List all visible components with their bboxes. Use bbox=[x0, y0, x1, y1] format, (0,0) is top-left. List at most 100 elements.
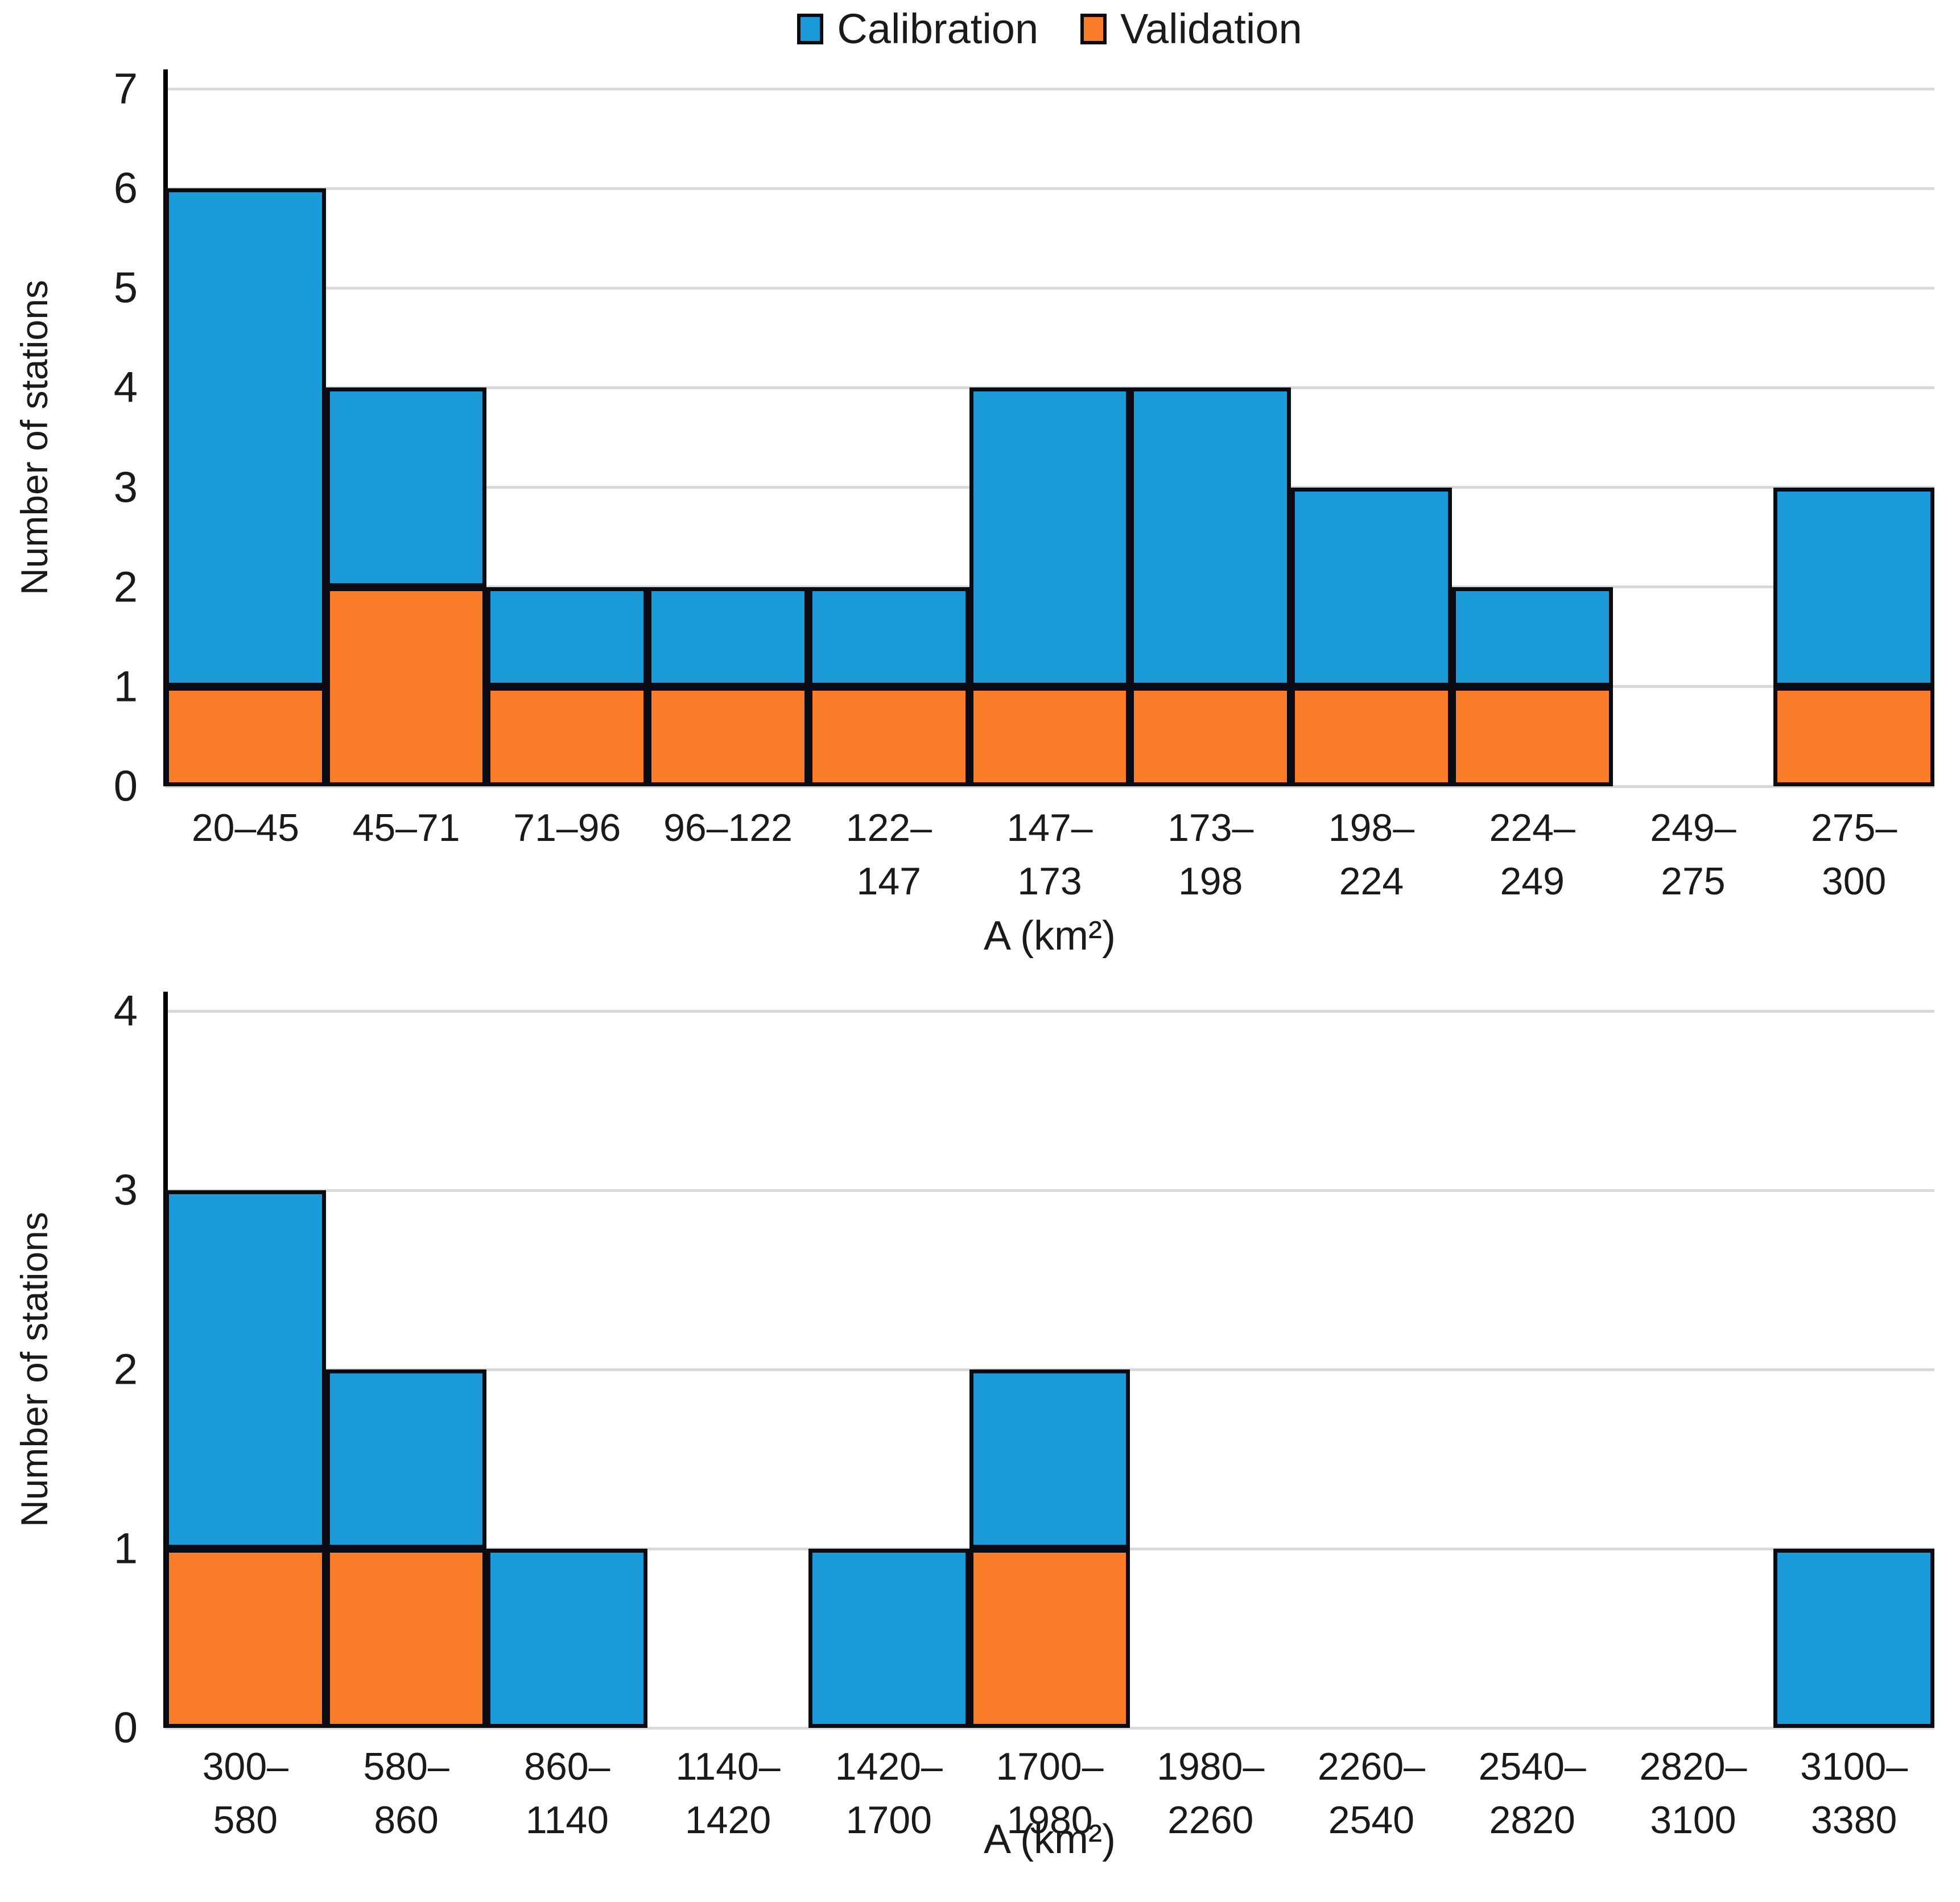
bar-slot bbox=[1613, 1011, 1774, 1728]
bar-segment-validation bbox=[486, 686, 648, 786]
bar-slot bbox=[1773, 89, 1934, 786]
legend-item-validation: Validation bbox=[1080, 8, 1302, 50]
bar-slot bbox=[1130, 1011, 1291, 1728]
plot-area-top bbox=[163, 69, 1934, 788]
bar-segment-validation bbox=[969, 686, 1130, 786]
y-tick-label: 7 bbox=[113, 64, 138, 113]
x-tick-label: 300– 580 bbox=[202, 1745, 288, 1842]
bar-segment-calibration bbox=[1130, 387, 1291, 687]
bar-slot bbox=[486, 89, 648, 786]
calibration-swatch-icon bbox=[797, 14, 824, 44]
x-tick-label: 20–45 bbox=[191, 806, 299, 849]
y-tick-label: 0 bbox=[113, 762, 138, 811]
y-axis-ticks-top: 0 1 2 3 4 5 6 7 bbox=[0, 65, 138, 811]
x-axis-title-bottom: A (km²) bbox=[984, 1817, 1116, 1862]
bar-slot bbox=[325, 89, 487, 786]
bar-segment-validation bbox=[647, 686, 808, 786]
bar-segment-calibration bbox=[1291, 487, 1452, 687]
y-tick-label: 2 bbox=[113, 563, 138, 612]
x-tick-label: 580– 860 bbox=[363, 1745, 449, 1842]
bar-segment-calibration bbox=[486, 1549, 648, 1728]
bar-slot bbox=[647, 89, 808, 786]
bar-slot bbox=[1130, 89, 1291, 786]
bar-slot bbox=[1451, 89, 1613, 786]
bar-slot bbox=[165, 1011, 326, 1728]
bar-segment-calibration bbox=[1773, 1549, 1934, 1728]
y-tick-label: 4 bbox=[113, 363, 138, 412]
y-tick-label: 5 bbox=[113, 263, 138, 312]
bar-segment-calibration bbox=[969, 1369, 1130, 1549]
legend: Calibration Validation bbox=[165, 8, 1934, 50]
x-tick-label: 147– 173 bbox=[1006, 806, 1093, 903]
x-tick-label: 198– 224 bbox=[1328, 806, 1415, 903]
bar-slot bbox=[969, 89, 1130, 786]
bar-segment-calibration bbox=[808, 587, 969, 687]
bar-slot bbox=[808, 1011, 969, 1728]
bar-slot bbox=[325, 1011, 487, 1728]
bar-slot bbox=[969, 1011, 1130, 1728]
x-tick-label: 1700– 1980 bbox=[996, 1745, 1104, 1842]
bar-slot bbox=[486, 1011, 648, 1728]
bar-slot bbox=[1291, 89, 1452, 786]
bar-segment-calibration bbox=[165, 188, 326, 687]
bar-segment-validation bbox=[1291, 686, 1452, 786]
y-tick-label: 3 bbox=[113, 1166, 138, 1215]
x-tick-label: 2540– 2820 bbox=[1478, 1745, 1586, 1842]
bar-slot bbox=[1613, 89, 1774, 786]
x-axis-baseline bbox=[165, 785, 1934, 788]
x-tick-label: 45–71 bbox=[352, 806, 460, 849]
x-tick-label: 224– 249 bbox=[1489, 806, 1575, 903]
x-tick-label: 71–96 bbox=[513, 806, 621, 849]
validation-swatch-icon bbox=[1080, 14, 1107, 44]
gridline bbox=[165, 1189, 1934, 1192]
legend-item-calibration: Calibration bbox=[797, 8, 1038, 50]
x-axis-title-top: A (km²) bbox=[984, 913, 1116, 959]
bar-segment-validation bbox=[1451, 686, 1613, 786]
x-tick-label: 860– 1140 bbox=[524, 1745, 610, 1842]
x-tick-label: 1140– 1420 bbox=[675, 1745, 781, 1842]
bar-segment-validation bbox=[1130, 686, 1291, 786]
x-tick-label: 2820– 3100 bbox=[1639, 1745, 1747, 1842]
bar-segment-validation bbox=[165, 1549, 326, 1728]
bar-slot bbox=[1291, 1011, 1452, 1728]
x-axis-baseline bbox=[165, 1726, 1934, 1730]
x-tick-label: 249– 275 bbox=[1650, 806, 1736, 903]
gridline bbox=[165, 87, 1934, 90]
bar-segment-calibration bbox=[325, 1369, 487, 1549]
y-axis-ticks-bottom: 0 1 2 3 4 bbox=[0, 987, 138, 1752]
bar-segment-calibration bbox=[325, 387, 487, 587]
bar-segment-calibration bbox=[486, 587, 648, 687]
x-tick-label: 122– 147 bbox=[845, 806, 932, 903]
legend-label-calibration: Calibration bbox=[837, 5, 1039, 52]
y-tick-label: 1 bbox=[113, 1524, 138, 1573]
x-tick-label: 1980– 2260 bbox=[1157, 1745, 1265, 1842]
bar-segment-validation bbox=[325, 587, 487, 786]
gridline bbox=[165, 286, 1934, 290]
y-tick-label: 6 bbox=[113, 164, 138, 213]
x-tick-label: 1420– 1700 bbox=[835, 1745, 943, 1842]
bar-segment-validation bbox=[969, 1549, 1130, 1728]
bar-slot bbox=[647, 1011, 808, 1728]
gridline bbox=[165, 1009, 1934, 1013]
bar-slot bbox=[1773, 1011, 1934, 1728]
x-tick-label: 2260– 2540 bbox=[1317, 1745, 1425, 1842]
x-tick-label: 275– 300 bbox=[1810, 806, 1897, 903]
y-tick-label: 4 bbox=[113, 987, 138, 1035]
legend-label-validation: Validation bbox=[1120, 5, 1302, 52]
bar-segment-calibration bbox=[1451, 587, 1613, 687]
bar-segment-validation bbox=[808, 686, 969, 786]
y-tick-label: 2 bbox=[113, 1345, 138, 1394]
bar-segment-calibration bbox=[1773, 487, 1934, 687]
x-tick-label: 3100– 3380 bbox=[1800, 1745, 1908, 1842]
y-tick-label: 0 bbox=[113, 1703, 138, 1752]
y-tick-label: 3 bbox=[113, 463, 138, 512]
bar-segment-calibration bbox=[647, 587, 808, 687]
bar-segment-validation bbox=[1773, 686, 1934, 786]
bar-segment-calibration bbox=[969, 387, 1130, 687]
gridline bbox=[165, 187, 1934, 190]
x-tick-label: 173– 198 bbox=[1167, 806, 1254, 903]
x-tick-label: 96–122 bbox=[663, 806, 793, 849]
bar-slot bbox=[165, 89, 326, 786]
bar-segment-validation bbox=[325, 1549, 487, 1728]
